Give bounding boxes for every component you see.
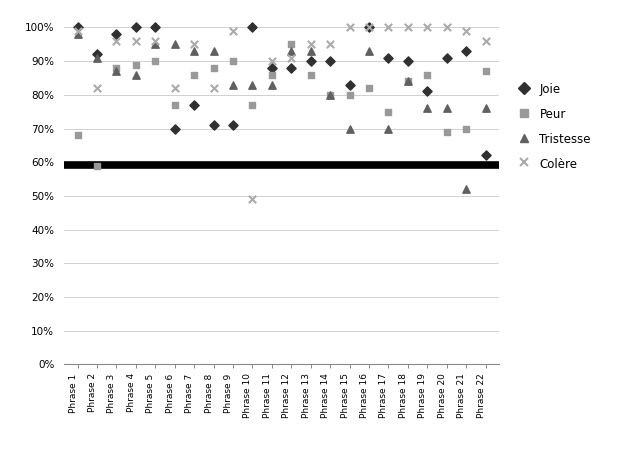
Point: [403, 78, 413, 85]
Point: [422, 71, 433, 78]
Point: [92, 54, 102, 62]
Point: [306, 71, 316, 78]
Point: [442, 24, 452, 31]
Point: [422, 105, 433, 112]
Point: [442, 54, 452, 62]
Point: [209, 47, 219, 55]
Point: [325, 41, 335, 48]
Legend: Joie, Peur, Tristesse, Colère: Joie, Peur, Tristesse, Colère: [518, 83, 591, 170]
Point: [383, 125, 394, 132]
Point: [267, 64, 277, 71]
Point: [286, 41, 296, 48]
Point: [247, 101, 257, 109]
Point: [150, 37, 161, 45]
Point: [228, 121, 238, 129]
Point: [92, 85, 102, 92]
Point: [72, 27, 83, 35]
Point: [228, 57, 238, 65]
Point: [92, 51, 102, 58]
Point: [306, 47, 316, 55]
Point: [111, 64, 122, 71]
Point: [189, 47, 199, 55]
Point: [403, 78, 413, 85]
Point: [209, 85, 219, 92]
Point: [481, 152, 491, 159]
Point: [189, 71, 199, 78]
Point: [422, 88, 433, 95]
Point: [461, 47, 471, 55]
Point: [111, 68, 122, 75]
Point: [364, 24, 374, 31]
Point: [403, 24, 413, 31]
Point: [481, 37, 491, 45]
Point: [170, 125, 180, 132]
Point: [131, 24, 141, 31]
Point: [150, 41, 161, 48]
Point: [383, 24, 394, 31]
Point: [72, 30, 83, 38]
Point: [131, 37, 141, 45]
Point: [481, 68, 491, 75]
Point: [92, 162, 102, 170]
Point: [286, 64, 296, 71]
Point: [247, 24, 257, 31]
Point: [111, 30, 122, 38]
Point: [325, 91, 335, 99]
Point: [267, 71, 277, 78]
Point: [383, 54, 394, 62]
Point: [442, 105, 452, 112]
Point: [481, 105, 491, 112]
Point: [461, 125, 471, 132]
Point: [344, 81, 355, 88]
Point: [306, 57, 316, 65]
Point: [403, 57, 413, 65]
Point: [364, 85, 374, 92]
Point: [422, 24, 433, 31]
Point: [72, 24, 83, 31]
Point: [170, 85, 180, 92]
Point: [189, 101, 199, 109]
Point: [286, 47, 296, 55]
Point: [461, 185, 471, 193]
Point: [111, 37, 122, 45]
Point: [150, 57, 161, 65]
Point: [247, 81, 257, 88]
Point: [189, 41, 199, 48]
Point: [306, 41, 316, 48]
Point: [344, 125, 355, 132]
Point: [344, 24, 355, 31]
Point: [228, 27, 238, 35]
Point: [267, 81, 277, 88]
Point: [286, 54, 296, 62]
Point: [442, 128, 452, 135]
Point: [72, 132, 83, 139]
Point: [170, 41, 180, 48]
Point: [325, 57, 335, 65]
Point: [383, 108, 394, 115]
Point: [461, 27, 471, 35]
Point: [364, 24, 374, 31]
Point: [247, 196, 257, 203]
Point: [209, 121, 219, 129]
Point: [344, 91, 355, 99]
Point: [364, 47, 374, 55]
Point: [170, 101, 180, 109]
Point: [150, 24, 161, 31]
Point: [209, 64, 219, 71]
Point: [228, 81, 238, 88]
Point: [131, 71, 141, 78]
Point: [267, 57, 277, 65]
Point: [131, 61, 141, 68]
Point: [325, 91, 335, 99]
